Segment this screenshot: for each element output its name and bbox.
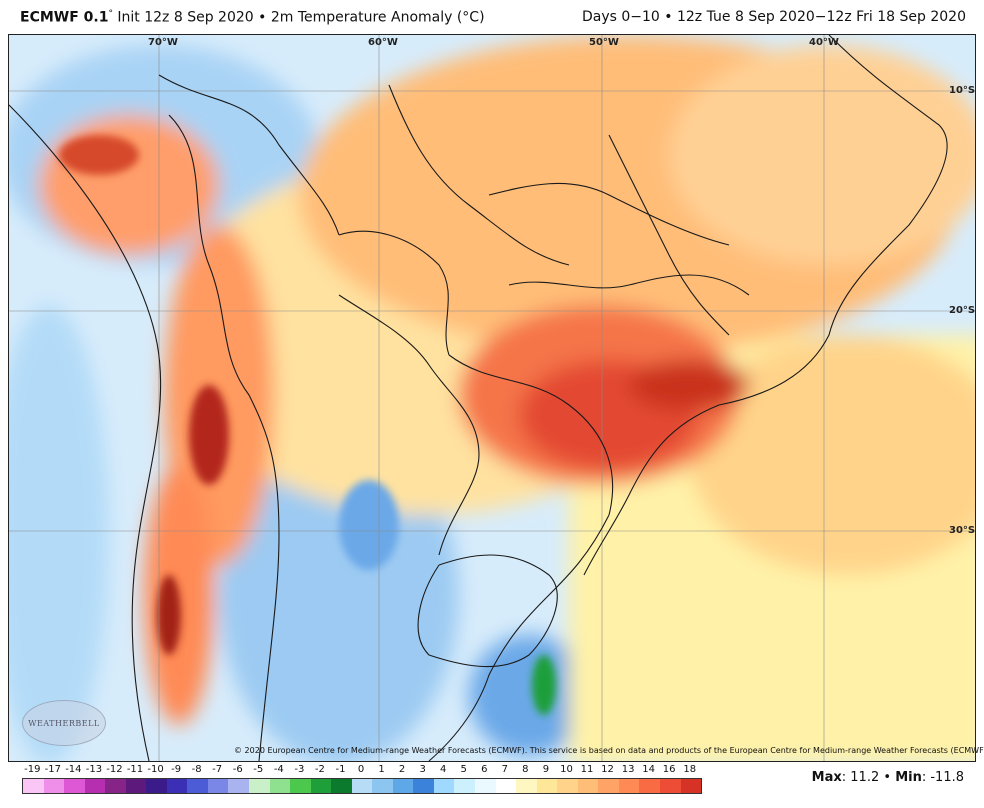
scale-swatch bbox=[146, 779, 167, 793]
scale-swatch bbox=[351, 779, 373, 793]
lon-label-50w: 50°W bbox=[589, 37, 619, 48]
field-name: 2m Temperature Anomaly (°C) bbox=[270, 9, 485, 26]
weatherbell-logo: WEATHERBELL bbox=[22, 700, 106, 746]
scale-label: -4 bbox=[273, 764, 284, 775]
ecmwf-credit: © 2020 European Centre for Medium-range … bbox=[234, 746, 984, 755]
lat-label-20s: 20°S bbox=[949, 305, 976, 316]
scale-label: -10 bbox=[147, 764, 164, 775]
stats-bullet: • bbox=[883, 770, 892, 785]
scale-label: 16 bbox=[662, 764, 676, 775]
anomaly-map: 70°W 60°W 50°W 40°W 10°S 20°S 30°S bbox=[8, 34, 976, 762]
scale-label: 18 bbox=[683, 764, 697, 775]
scale-swatch bbox=[166, 779, 188, 793]
scale-swatch bbox=[495, 779, 517, 793]
scale-label: 5 bbox=[460, 764, 467, 775]
scale-swatch bbox=[187, 779, 208, 793]
scale-label: 13 bbox=[621, 764, 635, 775]
scale-label: 14 bbox=[642, 764, 655, 775]
scale-label: -14 bbox=[65, 764, 82, 775]
scale-swatch bbox=[290, 779, 311, 793]
scale-swatch bbox=[577, 779, 599, 793]
header-left: ECMWF 0.1° Init 12z 8 Sep 2020 • 2m Temp… bbox=[20, 9, 485, 26]
scale-label: -12 bbox=[106, 764, 123, 775]
lon-label-60w: 60°W bbox=[368, 37, 398, 48]
max-label: Max bbox=[811, 770, 842, 785]
scale-swatch bbox=[536, 779, 558, 793]
scale-label: -8 bbox=[191, 764, 202, 775]
scale-label: -9 bbox=[171, 764, 182, 775]
scale-swatch bbox=[84, 779, 106, 793]
color-scale: -19 -17 -14 -13 -12 -11 -10 -9 -8 -7 -6 -5 -4 -3 -2 -1 0… bbox=[16, 764, 706, 800]
scale-label: -5 bbox=[253, 764, 264, 775]
header-bullet: • bbox=[258, 9, 267, 26]
min-value: : -11.8 bbox=[921, 770, 964, 785]
scale-label: -3 bbox=[294, 764, 305, 775]
degree-mark: ° bbox=[108, 8, 113, 19]
borders bbox=[9, 35, 948, 761]
scale-swatch bbox=[105, 779, 126, 793]
scale-swatch bbox=[659, 779, 681, 793]
scale-swatch bbox=[639, 779, 660, 793]
scale-label: -19 bbox=[24, 764, 41, 775]
scale-label: 0 bbox=[357, 764, 365, 775]
scale-swatch bbox=[680, 779, 702, 793]
scale-swatch bbox=[331, 779, 352, 793]
lon-label-70w: 70°W bbox=[148, 37, 178, 48]
scale-label: 2 bbox=[398, 764, 406, 775]
init-time: Init 12z 8 Sep 2020 bbox=[117, 9, 254, 26]
scale-swatch bbox=[598, 779, 619, 793]
scale-label: 11 bbox=[580, 764, 594, 775]
anomaly-detail bbox=[59, 135, 556, 715]
lat-label-30s: 30°S bbox=[949, 525, 976, 536]
scale-label: 4 bbox=[439, 764, 447, 775]
scale-swatch bbox=[23, 779, 44, 793]
lat-label-10s: 10°S bbox=[949, 85, 976, 96]
max-min-stats: Max: 11.2 • Min: -11.8 bbox=[812, 770, 964, 785]
scale-label: 10 bbox=[560, 764, 573, 775]
scale-label: 8 bbox=[522, 764, 529, 775]
scale-swatch bbox=[392, 779, 414, 793]
scale-swatch bbox=[228, 779, 250, 793]
scale-swatch bbox=[433, 779, 455, 793]
scale-swatch bbox=[557, 779, 578, 793]
scale-swatch bbox=[64, 779, 85, 793]
scale-swatch bbox=[249, 779, 270, 793]
scale-swatch bbox=[310, 779, 332, 793]
map-header: ECMWF 0.1° Init 12z 8 Sep 2020 • 2m Temp… bbox=[0, 0, 984, 34]
scale-swatch bbox=[43, 779, 65, 793]
model-name: ECMWF 0.1 bbox=[20, 9, 109, 26]
scale-label: 3 bbox=[419, 764, 426, 775]
scale-label: 7 bbox=[501, 764, 508, 775]
scale-swatch bbox=[618, 779, 640, 793]
scale-label: 1 bbox=[378, 764, 385, 775]
scale-label: -1 bbox=[335, 764, 346, 775]
scale-label: 12 bbox=[601, 764, 614, 775]
scale-label: -2 bbox=[314, 764, 325, 775]
forecast-period: Days 0−10 • 12z Tue 8 Sep 2020−12z Fri 1… bbox=[581, 9, 966, 25]
scale-label: -7 bbox=[212, 764, 223, 775]
scale-swatch bbox=[454, 779, 476, 793]
scale-swatch bbox=[207, 779, 229, 793]
scale-swatch bbox=[269, 779, 291, 793]
max-value: : 11.2 bbox=[841, 770, 880, 785]
scale-label: -6 bbox=[232, 764, 243, 775]
scale-swatch bbox=[125, 779, 147, 793]
map-canvas bbox=[9, 35, 975, 761]
scale-swatch bbox=[475, 779, 496, 793]
scale-swatch bbox=[413, 779, 434, 793]
scale-swatch bbox=[516, 779, 537, 793]
graticule bbox=[9, 35, 975, 761]
scale-swatch bbox=[372, 779, 393, 793]
scale-labels: -19 -17 -14 -13 -12 -11 -10 -9 -8 -7 -6 -5 -4 -3 -2 -1 0… bbox=[16, 764, 706, 778]
min-label: Min bbox=[895, 770, 922, 785]
scale-label: 6 bbox=[481, 764, 488, 775]
scale-label: 9 bbox=[542, 764, 550, 775]
scale-label: -13 bbox=[85, 764, 103, 775]
scale-label: -11 bbox=[126, 764, 144, 775]
scale-bar bbox=[22, 778, 702, 794]
scale-label: -17 bbox=[44, 764, 61, 775]
lon-label-40w: 40°W bbox=[809, 37, 839, 48]
